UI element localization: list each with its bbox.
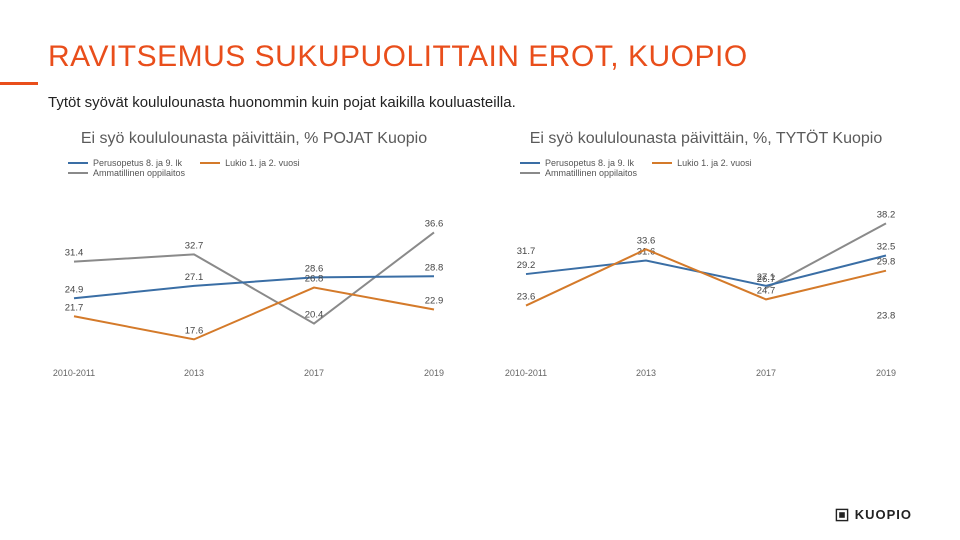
logo-text: KUOPIO xyxy=(855,507,912,522)
chart-left-svg: 2010-2011 2013 2017 2019 31.4 32.7 20.4 36.6 24.… xyxy=(48,184,460,384)
svg-text:24.7: 24.7 xyxy=(757,285,776,296)
svg-text:2017: 2017 xyxy=(756,368,776,378)
charts-row: Ei syö koululounasta päivittäin, % POJAT… xyxy=(48,129,912,384)
subtitle: Tytöt syövät koululounasta huonommin kui… xyxy=(48,94,912,111)
accent-bar xyxy=(0,82,38,85)
svg-text:36.6: 36.6 xyxy=(425,218,444,229)
page-title: RAVITSEMUS SUKUPUOLITTAIN EROT, KUOPIO xyxy=(48,40,912,74)
svg-text:31.4: 31.4 xyxy=(65,247,84,258)
chart-right-legend: Perusopetus 8. ja 9. lk Lukio 1. ja 2. v… xyxy=(500,158,912,178)
chart-right: Ei syö koululounasta päivittäin, %, TYTÖ… xyxy=(500,129,912,384)
svg-text:23.6: 23.6 xyxy=(517,291,536,302)
chart-left-title: Ei syö koululounasta päivittäin, % POJAT… xyxy=(48,129,460,150)
svg-text:28.8: 28.8 xyxy=(425,262,444,273)
legend-label: Perusopetus 8. ja 9. lk xyxy=(93,158,182,168)
svg-text:29.8: 29.8 xyxy=(877,256,896,267)
legend-swatch xyxy=(68,162,88,164)
svg-text:33.6: 33.6 xyxy=(637,235,656,246)
svg-text:23.8: 23.8 xyxy=(877,310,896,321)
legend-item: Perusopetus 8. ja 9. lk xyxy=(68,158,182,168)
legend-label: Ammatillinen oppilaitos xyxy=(93,168,185,178)
chart-right-title: Ei syö koululounasta päivittäin, %, TYTÖ… xyxy=(500,129,912,150)
svg-text:2013: 2013 xyxy=(636,368,656,378)
svg-text:24.9: 24.9 xyxy=(65,284,84,295)
svg-text:20.4: 20.4 xyxy=(305,309,324,320)
svg-text:2010-2011: 2010-2011 xyxy=(505,368,547,378)
svg-text:2019: 2019 xyxy=(876,368,896,378)
legend-item: Lukio 1. ja 2. vuosi xyxy=(200,158,300,168)
footer-logo: KUOPIO xyxy=(835,507,912,522)
svg-text:27.1: 27.1 xyxy=(757,272,776,283)
legend-swatch xyxy=(520,172,540,174)
chart-left: Ei syö koululounasta päivittäin, % POJAT… xyxy=(48,129,460,384)
svg-text:26.8: 26.8 xyxy=(305,273,324,284)
svg-text:29.2: 29.2 xyxy=(517,260,536,271)
legend-item: Lukio 1. ja 2. vuosi xyxy=(652,158,752,168)
chart-right-plot: 2010-201120132017201931.726.738.229.231.… xyxy=(500,184,912,384)
svg-text:2017: 2017 xyxy=(304,368,324,378)
legend-swatch xyxy=(520,162,540,164)
legend-swatch xyxy=(652,162,672,164)
slide: RAVITSEMUS SUKUPUOLITTAIN EROT, KUOPIO T… xyxy=(0,0,960,540)
legend-label: Lukio 1. ja 2. vuosi xyxy=(677,158,752,168)
svg-text:32.7: 32.7 xyxy=(185,240,204,251)
svg-text:22.9: 22.9 xyxy=(425,295,444,306)
legend-label: Lukio 1. ja 2. vuosi xyxy=(225,158,300,168)
chart-right-svg: 2010-201120132017201931.726.738.229.231.… xyxy=(500,184,912,384)
svg-text:2019: 2019 xyxy=(424,368,444,378)
chart-left-legend: Perusopetus 8. ja 9. lk Lukio 1. ja 2. v… xyxy=(48,158,460,178)
svg-text:38.2: 38.2 xyxy=(877,209,896,220)
legend-swatch xyxy=(200,162,220,164)
legend-label: Ammatillinen oppilaitos xyxy=(545,168,637,178)
chart-left-plot: 2010-2011 2013 2017 2019 31.4 32.7 20.4 36.6 24.… xyxy=(48,184,460,384)
legend-label: Perusopetus 8. ja 9. lk xyxy=(545,158,634,168)
legend-item: Perusopetus 8. ja 9. lk xyxy=(520,158,634,168)
svg-text:2013: 2013 xyxy=(184,368,204,378)
svg-text:32.5: 32.5 xyxy=(877,241,896,252)
legend-item: Ammatillinen oppilaitos xyxy=(520,168,912,178)
logo-icon xyxy=(835,508,849,522)
legend-swatch xyxy=(68,172,88,174)
svg-text:27.1: 27.1 xyxy=(185,272,204,283)
svg-text:21.7: 21.7 xyxy=(65,302,84,313)
svg-text:2010-2011: 2010-2011 xyxy=(53,368,95,378)
svg-text:31.7: 31.7 xyxy=(517,246,536,257)
svg-text:17.6: 17.6 xyxy=(185,325,204,336)
legend-item: Ammatillinen oppilaitos xyxy=(68,168,460,178)
